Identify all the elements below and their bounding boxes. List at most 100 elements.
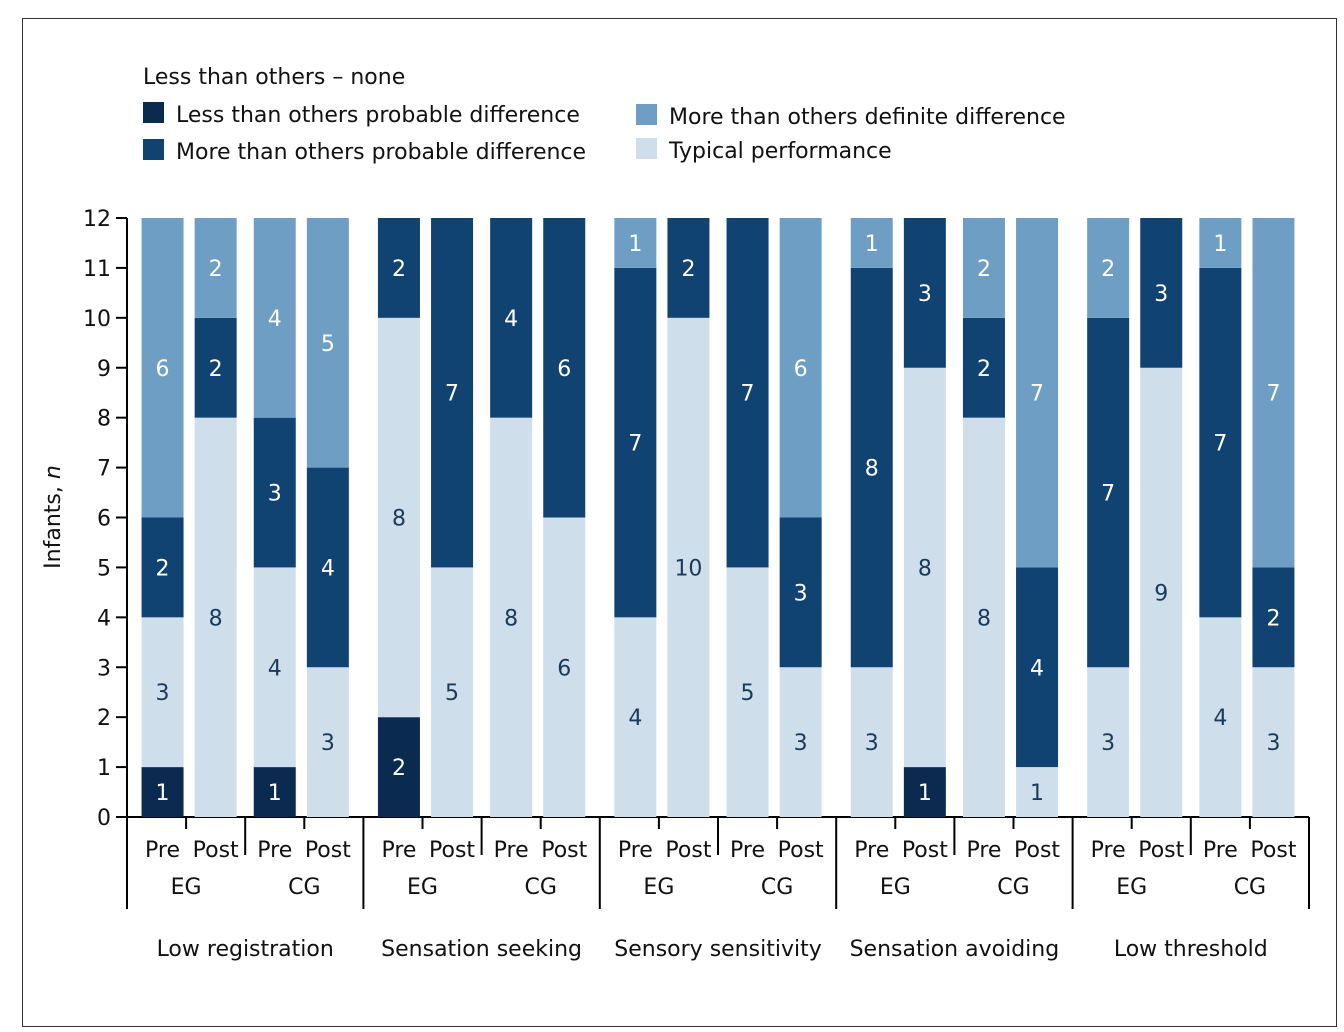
- subgroup-label: EG: [1116, 875, 1147, 900]
- y-tick-label: 10: [83, 307, 111, 332]
- x-tick-label: Pre: [1091, 838, 1126, 863]
- bar-segment: [306, 667, 349, 817]
- bar-segment: [962, 317, 1005, 418]
- data-label: 7: [445, 382, 459, 407]
- legend-swatch: [143, 102, 164, 123]
- data-label: 3: [794, 581, 808, 606]
- bar-segment: [253, 767, 296, 817]
- x-tick-label: Pre: [1203, 838, 1238, 863]
- bar-segment: [1140, 218, 1183, 368]
- data-label: 5: [445, 681, 459, 706]
- data-label: 3: [794, 731, 808, 756]
- y-tick-label: 8: [97, 407, 111, 432]
- y-tick-label: 2: [97, 706, 111, 731]
- data-label: 8: [918, 556, 932, 581]
- data-label: 6: [557, 656, 571, 681]
- bar-segment: [779, 517, 822, 668]
- data-label: 2: [209, 257, 223, 282]
- bar-segment: [1087, 317, 1130, 668]
- data-label: 7: [1101, 482, 1115, 507]
- bar-segment: [1199, 617, 1242, 817]
- data-label: 8: [392, 507, 406, 532]
- data-label: 8: [209, 606, 223, 631]
- bar-segment: [306, 467, 349, 668]
- x-tick-label: Post: [665, 838, 711, 863]
- x-tick-label: Post: [1138, 838, 1184, 863]
- bar-segment: [543, 218, 586, 518]
- x-tick-label: Post: [1014, 838, 1060, 863]
- legend-label: More than others definite difference: [669, 105, 1066, 130]
- y-tick-label: 6: [97, 507, 111, 532]
- data-label: 3: [1101, 731, 1115, 756]
- bar-segment: [431, 218, 474, 568]
- legend-label: Less than others probable difference: [176, 103, 580, 128]
- bar-segment: [1252, 567, 1295, 668]
- bar-segment: [779, 667, 822, 817]
- subgroup-label: CG: [288, 875, 320, 900]
- group-label: Sensation avoiding: [850, 937, 1060, 962]
- bar-segment: [431, 567, 474, 817]
- data-label: 4: [268, 656, 282, 681]
- bar-segment: [490, 218, 533, 418]
- bar-segment: [490, 417, 533, 817]
- bar-segment: [779, 218, 822, 518]
- subgroup-label: CG: [997, 875, 1029, 900]
- legend-swatch: [143, 139, 164, 160]
- data-label: 2: [1266, 606, 1280, 631]
- bar-segment: [962, 218, 1005, 318]
- data-label: 4: [1030, 656, 1044, 681]
- bar-segment: [253, 218, 296, 418]
- bar-segment: [903, 218, 946, 368]
- subgroup-label: CG: [1234, 875, 1266, 900]
- legend-label: Typical performance: [668, 139, 892, 164]
- data-label: 1: [1213, 232, 1227, 257]
- group-label: Sensory sensitivity: [614, 937, 821, 962]
- subgroup-label: EG: [407, 875, 438, 900]
- x-tick-label: Pre: [730, 838, 765, 863]
- bar-segment: [1016, 567, 1059, 768]
- data-label: 2: [209, 357, 223, 382]
- data-label: 6: [794, 357, 808, 382]
- bar-segment: [726, 567, 769, 817]
- data-label: 3: [918, 282, 932, 307]
- subgroup-label: EG: [880, 875, 911, 900]
- x-tick-label: Post: [778, 838, 824, 863]
- bar-segment: [1016, 767, 1059, 817]
- data-label: 3: [1154, 282, 1168, 307]
- bar-segment: [253, 567, 296, 768]
- bar-segment: [141, 767, 184, 817]
- legend-swatch: [636, 138, 657, 159]
- bar-segment: [1140, 367, 1183, 817]
- data-label: 2: [392, 257, 406, 282]
- bar-segment: [850, 218, 893, 268]
- data-label: 8: [504, 606, 518, 631]
- bar-segment: [306, 218, 349, 468]
- subgroup-label: EG: [643, 875, 674, 900]
- bar-segment: [903, 367, 946, 768]
- x-tick-label: Pre: [618, 838, 653, 863]
- data-label: 7: [628, 432, 642, 457]
- bar-segment: [614, 617, 657, 817]
- x-tick-label: Pre: [494, 838, 529, 863]
- group-label: Low registration: [157, 937, 334, 962]
- y-axis-label: Infants, n: [41, 465, 66, 569]
- legend-swatch: [636, 104, 657, 125]
- data-label: 2: [681, 257, 695, 282]
- x-tick-label: Pre: [257, 838, 292, 863]
- data-label: 3: [1266, 731, 1280, 756]
- group-label: Sensation seeking: [381, 937, 582, 962]
- data-label: 2: [977, 257, 991, 282]
- data-label: 5: [321, 332, 335, 357]
- y-tick-label: 5: [97, 556, 111, 581]
- x-tick-label: Post: [305, 838, 351, 863]
- x-tick-label: Post: [1250, 838, 1296, 863]
- y-tick-label: 12: [83, 207, 111, 232]
- data-label: 3: [865, 731, 879, 756]
- y-tick-label: 7: [97, 457, 111, 482]
- x-tick-label: Pre: [145, 838, 180, 863]
- bar-segment: [1087, 667, 1130, 817]
- data-label: 4: [628, 706, 642, 731]
- bar-segment: [253, 417, 296, 568]
- bar-segment: [194, 317, 237, 418]
